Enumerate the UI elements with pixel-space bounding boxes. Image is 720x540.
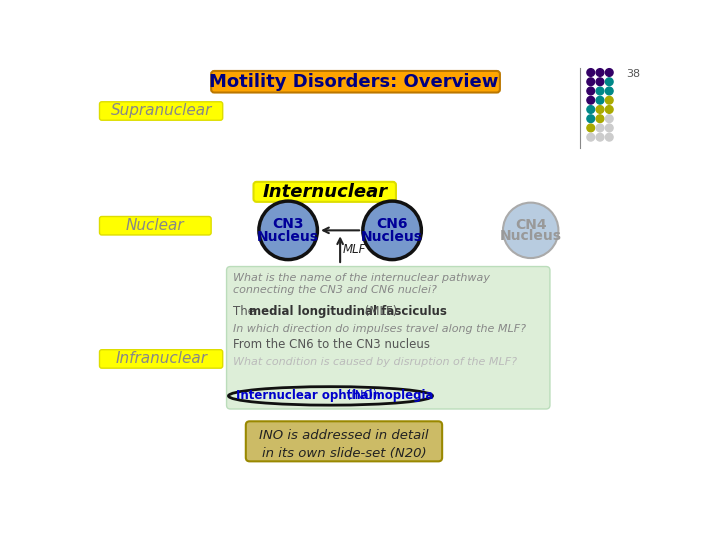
Circle shape [606, 69, 613, 76]
Text: CN3: CN3 [272, 217, 304, 231]
Circle shape [587, 124, 595, 132]
Text: MLF: MLF [343, 243, 366, 256]
Circle shape [596, 124, 604, 132]
Text: What is the name of the internuclear pathway
connecting the CN3 and CN6 nuclei?: What is the name of the internuclear pat… [233, 273, 490, 295]
Text: In which direction do impulses travel along the MLF?: In which direction do impulses travel al… [233, 325, 526, 334]
Circle shape [596, 87, 604, 95]
FancyBboxPatch shape [246, 421, 442, 461]
Circle shape [596, 96, 604, 104]
Circle shape [606, 96, 613, 104]
Circle shape [606, 124, 613, 132]
Text: Nucleus: Nucleus [361, 230, 423, 244]
Text: Nuclear: Nuclear [126, 218, 184, 233]
Circle shape [596, 133, 604, 141]
Circle shape [587, 115, 595, 123]
Circle shape [363, 201, 421, 260]
Circle shape [606, 115, 613, 123]
Circle shape [596, 78, 604, 86]
Text: Nucleus: Nucleus [500, 229, 562, 243]
Circle shape [606, 133, 613, 141]
Circle shape [596, 69, 604, 76]
Circle shape [587, 96, 595, 104]
Text: CN6: CN6 [377, 217, 408, 231]
Circle shape [259, 201, 318, 260]
Circle shape [587, 87, 595, 95]
Text: What condition is caused by disruption of the MLF?: What condition is caused by disruption o… [233, 357, 517, 367]
Circle shape [587, 106, 595, 113]
Circle shape [606, 106, 613, 113]
Text: (INO): (INO) [343, 389, 377, 402]
Text: The: The [233, 305, 258, 318]
Text: Internuclear ophthalmoplegia: Internuclear ophthalmoplegia [236, 389, 433, 402]
Ellipse shape [228, 387, 433, 405]
Circle shape [596, 106, 604, 113]
Text: From the CN6 to the CN3 nucleus: From the CN6 to the CN3 nucleus [233, 338, 430, 351]
Circle shape [596, 115, 604, 123]
Text: INO is addressed in detail
in its own slide-set (N20): INO is addressed in detail in its own sl… [259, 429, 428, 460]
Circle shape [587, 78, 595, 86]
FancyBboxPatch shape [99, 217, 211, 235]
Text: Internuclear: Internuclear [262, 183, 387, 201]
FancyBboxPatch shape [253, 182, 396, 202]
FancyBboxPatch shape [227, 267, 550, 409]
Text: Nucleus: Nucleus [257, 230, 319, 244]
Circle shape [606, 78, 613, 86]
Circle shape [606, 87, 613, 95]
FancyBboxPatch shape [99, 350, 222, 368]
Circle shape [587, 69, 595, 76]
Text: medial longitudinal fasciculus: medial longitudinal fasciculus [249, 305, 446, 318]
Circle shape [587, 133, 595, 141]
Text: CN4: CN4 [515, 218, 546, 232]
Text: 38: 38 [626, 70, 640, 79]
Text: (MLF): (MLF) [361, 305, 397, 318]
Text: Infranuclear: Infranuclear [115, 352, 207, 367]
FancyBboxPatch shape [99, 102, 222, 120]
Text: Supranuclear: Supranuclear [110, 104, 212, 118]
Circle shape [503, 202, 559, 258]
FancyBboxPatch shape [211, 71, 500, 92]
Text: Motility Disorders: Overview: Motility Disorders: Overview [209, 73, 498, 91]
